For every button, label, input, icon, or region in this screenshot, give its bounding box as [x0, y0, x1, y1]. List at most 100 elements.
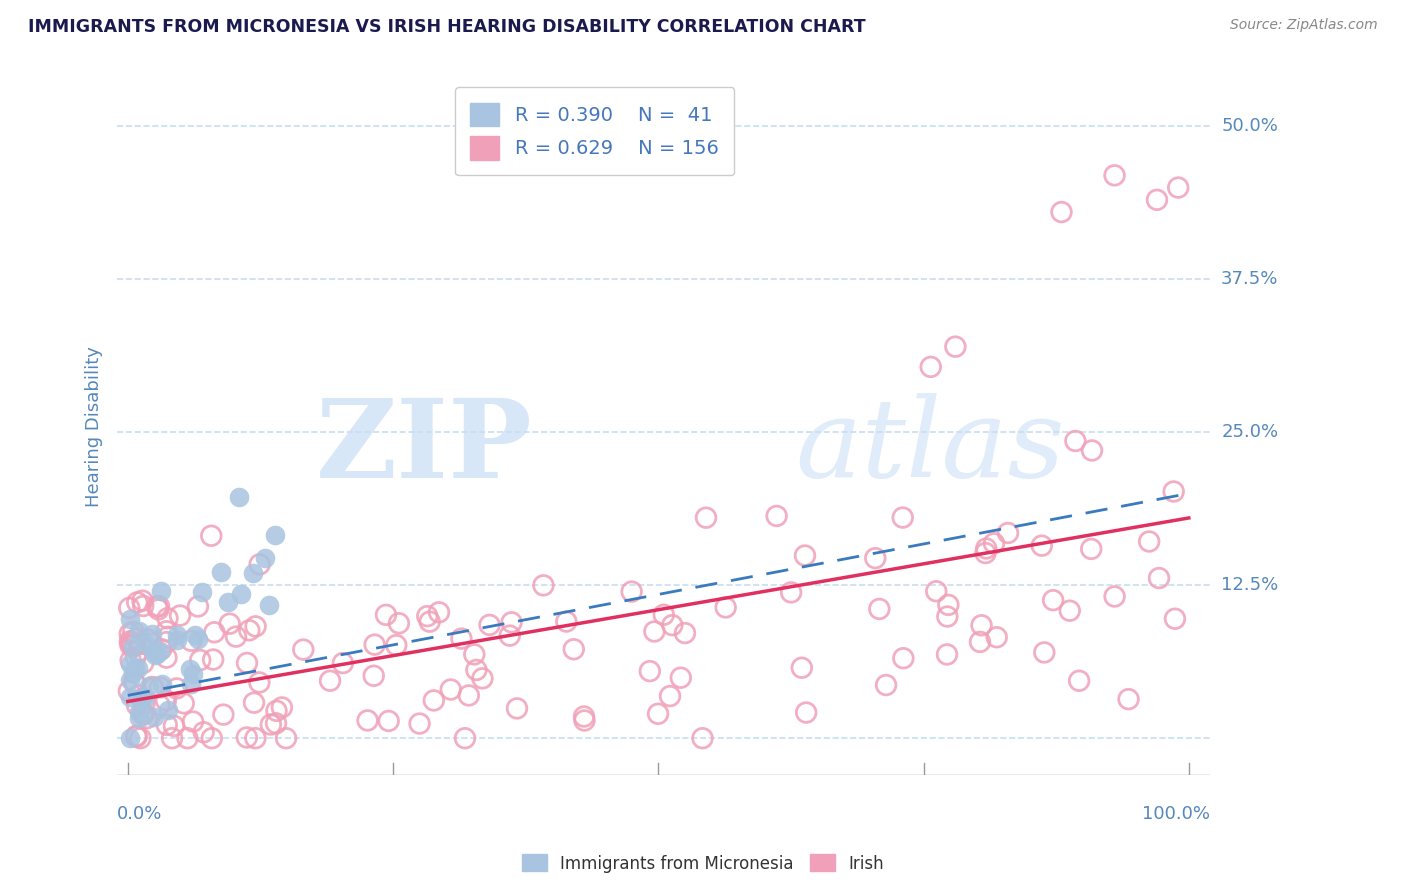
Point [1081, 443, 1104, 458]
Point [478, 618, 501, 632]
Point [121, 665, 143, 680]
Point [1031, 539, 1053, 553]
Point [132, 692, 155, 706]
Point [1137, 534, 1160, 549]
Point [1164, 612, 1187, 626]
Text: 0.0%: 0.0% [117, 805, 163, 823]
Point [120, 638, 142, 652]
Legend: Immigrants from Micronesia, Irish: Immigrants from Micronesia, Irish [515, 847, 891, 880]
Point [974, 546, 997, 560]
Point [865, 551, 887, 566]
Point [122, 640, 145, 655]
Point [141, 636, 163, 650]
Point [201, 731, 224, 746]
Point [157, 703, 180, 717]
Point [143, 710, 166, 724]
Point [794, 706, 817, 720]
Point [868, 602, 890, 616]
Point [125, 649, 148, 664]
Point [363, 638, 385, 652]
Point [131, 690, 153, 705]
Point [471, 671, 494, 685]
Point [1069, 673, 1091, 688]
Point [266, 704, 288, 718]
Point [149, 681, 172, 695]
Point [131, 706, 153, 720]
Point [129, 637, 152, 651]
Point [419, 615, 441, 629]
Point [118, 684, 141, 698]
Point [128, 711, 150, 725]
Point [132, 599, 155, 613]
Point [238, 624, 260, 638]
Point [254, 551, 277, 566]
Point [652, 607, 675, 622]
Point [200, 529, 222, 543]
Point [193, 725, 215, 739]
Point [143, 648, 166, 663]
Text: 12.5%: 12.5% [1222, 576, 1278, 594]
Point [938, 598, 960, 612]
Point [416, 609, 439, 624]
Point [875, 678, 897, 692]
Point [659, 689, 682, 703]
Point [572, 709, 595, 723]
Point [118, 673, 141, 687]
Point [236, 656, 259, 670]
Point [242, 566, 264, 580]
Point [225, 630, 247, 644]
Point [974, 541, 997, 556]
Point [188, 653, 211, 667]
Point [155, 635, 177, 649]
Point [148, 599, 170, 614]
Point [893, 651, 915, 665]
Point [148, 698, 170, 712]
Point [274, 731, 297, 746]
Point [124, 660, 146, 674]
Point [141, 680, 163, 694]
Point [118, 657, 141, 672]
Point [136, 632, 159, 647]
Point [695, 510, 717, 524]
Point [1064, 434, 1087, 448]
Point [163, 719, 186, 733]
Point [142, 644, 165, 658]
Point [260, 717, 283, 731]
Point [790, 661, 813, 675]
Point [385, 638, 408, 652]
Point [669, 671, 692, 685]
Point [714, 600, 737, 615]
Point [202, 652, 225, 666]
Point [212, 707, 235, 722]
Point [1050, 205, 1073, 219]
Point [257, 598, 280, 612]
Point [1059, 604, 1081, 618]
Point [243, 696, 266, 710]
Point [217, 595, 239, 609]
Point [150, 642, 173, 657]
Point [661, 618, 683, 632]
Point [647, 706, 669, 721]
Point [264, 716, 287, 731]
Point [247, 675, 270, 690]
Point [202, 625, 225, 640]
Point [1104, 590, 1126, 604]
Text: IMMIGRANTS FROM MICRONESIA VS IRISH HEARING DISABILITY CORRELATION CHART: IMMIGRANTS FROM MICRONESIA VS IRISH HEAR… [28, 18, 866, 36]
Point [160, 731, 183, 746]
Point [169, 608, 191, 623]
Point [533, 578, 555, 592]
Point [156, 718, 179, 732]
Text: 100.0%: 100.0% [1142, 805, 1211, 823]
Point [236, 731, 259, 745]
Point [131, 593, 153, 607]
Point [765, 508, 787, 523]
Point [149, 644, 172, 658]
Text: 50.0%: 50.0% [1222, 118, 1278, 136]
Point [673, 626, 696, 640]
Point [936, 609, 959, 624]
Point [332, 656, 354, 670]
Point [124, 639, 146, 653]
Point [997, 526, 1019, 541]
Point [1033, 645, 1056, 659]
Point [356, 714, 378, 728]
